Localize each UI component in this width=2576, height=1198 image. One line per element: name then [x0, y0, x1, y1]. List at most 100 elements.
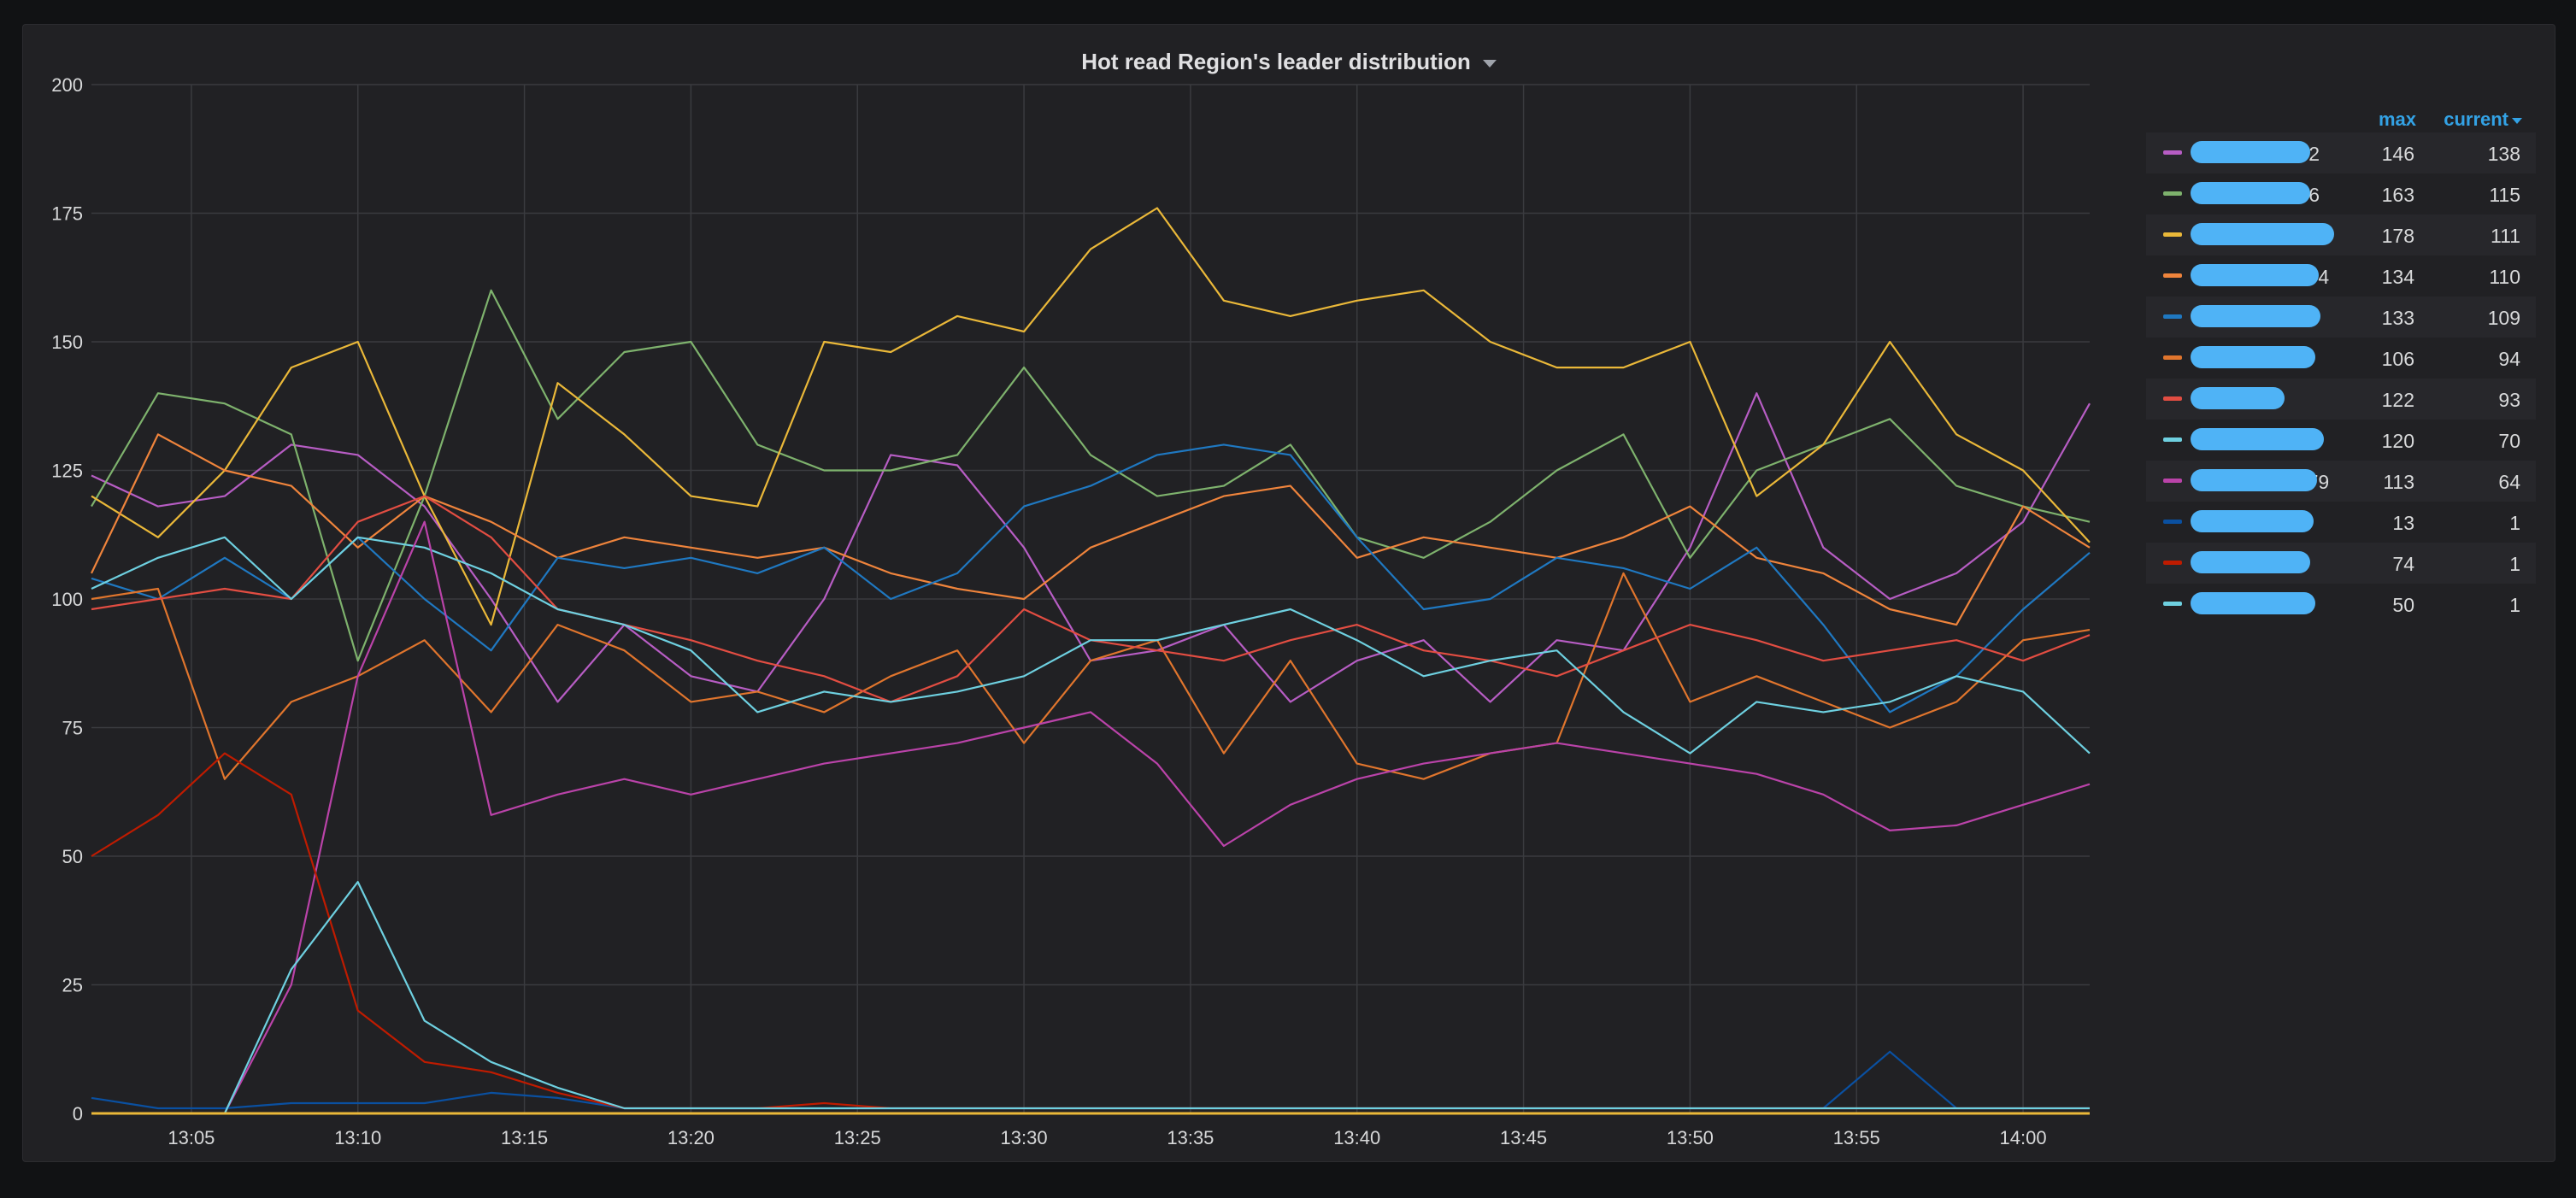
series-line-3[interactable]: [91, 207, 2091, 626]
x-tick-label: 13:50: [1667, 1127, 1714, 1148]
legend-current-value: 1: [2509, 512, 2520, 534]
legend-item[interactable]: store 1536796163115: [2146, 173, 2536, 214]
legend-max-value: 122: [2381, 389, 2414, 411]
chart-legend: max current store 9533842146138store 153…: [2146, 107, 2536, 625]
legend-item[interactable]: store 11450174134110: [2146, 255, 2536, 297]
x-tick-label: 13:20: [668, 1127, 715, 1148]
x-tick-label: 13:40: [1333, 1127, 1380, 1148]
sort-desc-icon: [2512, 117, 2522, 124]
redaction-scribble: [2191, 346, 2315, 368]
series-line-2[interactable]: [91, 289, 2091, 662]
y-tick-label: 25: [62, 975, 83, 996]
y-tick-label: 200: [51, 74, 83, 96]
chevron-down-icon[interactable]: [1482, 59, 1497, 68]
redaction-scribble: [2191, 551, 2310, 573]
redaction-scribble: [2191, 223, 2334, 245]
y-tick-label: 150: [51, 332, 83, 353]
legend-current-value: 70: [2498, 430, 2520, 452]
legend-max-value: 50: [2392, 594, 2414, 616]
redaction-scribble: [2191, 387, 2285, 409]
panel-title-menu[interactable]: Hot read Region's leader distribution: [23, 49, 2555, 75]
chart-grid: [91, 84, 2090, 1114]
legend-item[interactable]: store 9533842146138: [2146, 132, 2536, 173]
legend-item[interactable]: store501: [2146, 584, 2536, 625]
series-line-10[interactable]: [91, 1050, 2090, 1110]
y-tick-label: 75: [62, 718, 83, 739]
legend-max-value: 134: [2381, 266, 2414, 288]
legend-item[interactable]: store 6912293: [2146, 379, 2536, 420]
legend-max-value: 106: [2381, 348, 2414, 370]
legend-swatch[interactable]: [2163, 314, 2182, 319]
legend-current-value: 109: [2487, 307, 2520, 329]
legend-header-current[interactable]: current: [2444, 109, 2522, 131]
redaction-scribble: [2191, 182, 2310, 204]
y-tick-label: 0: [73, 1103, 83, 1125]
legend-header: max current: [2146, 107, 2536, 132]
x-tick-label: 13:15: [501, 1127, 548, 1148]
redaction-scribble: [2191, 428, 2324, 450]
legend-item[interactable]: store133109: [2146, 297, 2536, 338]
x-tick-label: 14:00: [2000, 1127, 2047, 1148]
x-tick-label: 13:30: [1001, 1127, 1048, 1148]
legend-current-value: 110: [2489, 266, 2520, 288]
y-tick-label: 100: [51, 589, 83, 610]
x-tick-label: 13:45: [1500, 1127, 1547, 1148]
series-line-11[interactable]: [91, 752, 2090, 1110]
series-line-12[interactable]: [91, 880, 2090, 1115]
y-tick-label: 125: [51, 461, 83, 482]
series-line-6[interactable]: [91, 572, 2091, 780]
legend-swatch[interactable]: [2163, 602, 2182, 606]
redaction-scribble: [2191, 510, 2314, 532]
legend-item[interactable]: store 1145017911364: [2146, 461, 2536, 502]
legend-max-value: 113: [2383, 471, 2414, 493]
legend-swatch[interactable]: [2163, 438, 2182, 442]
redaction-scribble: [2191, 264, 2319, 286]
series-line-9[interactable]: [91, 520, 2091, 1115]
x-tick-label: 13:05: [168, 1127, 215, 1148]
legend-current-value: 1: [2509, 553, 2520, 575]
legend-current-value: 64: [2498, 471, 2520, 493]
x-axis: 13:05 13:10 13:15 13:20 13:25 13:30 13:35 13:40…: [168, 1127, 2046, 1148]
legend-swatch[interactable]: [2163, 355, 2182, 360]
legend-swatch[interactable]: [2163, 396, 2182, 401]
x-tick-label: 13:25: [834, 1127, 881, 1148]
series-line-8[interactable]: [91, 536, 2091, 755]
chart-series: [91, 207, 2091, 1115]
x-tick-label: 13:35: [1167, 1127, 1214, 1148]
legend-swatch[interactable]: [2163, 479, 2182, 483]
y-axis: 0 25 50 75 100 125 150 175 200: [51, 74, 83, 1125]
legend-current-value: 94: [2498, 348, 2520, 370]
legend-swatch[interactable]: [2163, 561, 2182, 565]
legend-max-value: 74: [2392, 553, 2414, 575]
legend-item[interactable]: store178111: [2146, 214, 2536, 255]
legend-item[interactable]: store741: [2146, 543, 2536, 584]
legend-current-value: 93: [2498, 389, 2520, 411]
legend-item[interactable]: store10694: [2146, 338, 2536, 379]
legend-swatch[interactable]: [2163, 232, 2182, 237]
legend-swatch[interactable]: [2163, 273, 2182, 278]
legend-swatch[interactable]: [2163, 520, 2182, 524]
y-tick-label: 175: [51, 203, 83, 225]
series-line-5[interactable]: [91, 443, 2091, 714]
graph-panel: Hot read Region's leader distribution 0 2…: [22, 24, 2555, 1162]
series-line-4[interactable]: [91, 433, 2091, 626]
x-tick-label: 13:10: [334, 1127, 381, 1148]
legend-swatch[interactable]: [2163, 150, 2182, 155]
legend-max-value: 13: [2392, 512, 2414, 534]
redaction-scribble: [2191, 141, 2310, 163]
panel-title: Hot read Region's leader distribution: [1081, 49, 1471, 74]
legend-max-value: 120: [2381, 430, 2414, 452]
legend-current-value: 138: [2487, 143, 2520, 165]
legend-item[interactable]: store12070: [2146, 420, 2536, 461]
redaction-scribble: [2191, 469, 2317, 491]
legend-max-value: 178: [2381, 225, 2414, 247]
redaction-scribble: [2191, 305, 2320, 327]
legend-swatch[interactable]: [2163, 191, 2182, 196]
legend-header-max[interactable]: max: [2378, 109, 2416, 130]
redaction-scribble: [2191, 592, 2315, 614]
legend-max-value: 133: [2381, 307, 2414, 329]
legend-current-value: 111: [2491, 225, 2520, 247]
legend-max-value: 146: [2381, 143, 2414, 165]
legend-item[interactable]: store131: [2146, 502, 2536, 543]
